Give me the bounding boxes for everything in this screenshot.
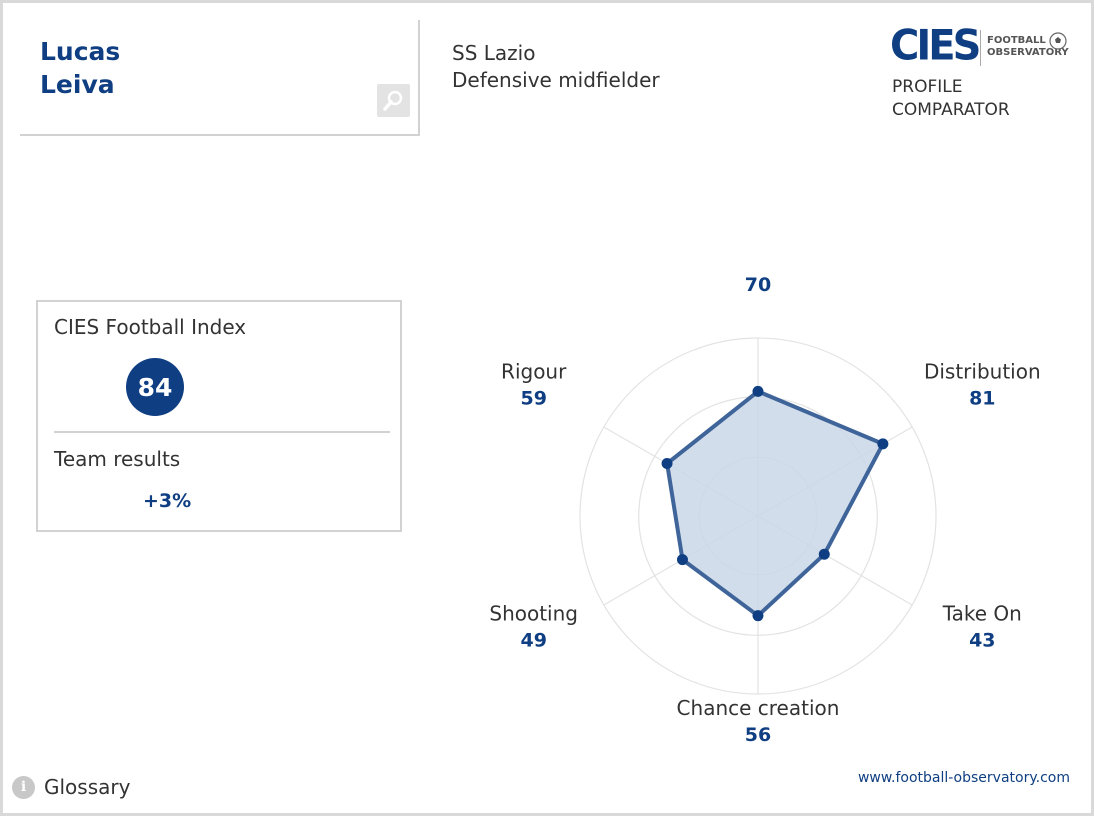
radar-point-1 — [752, 385, 764, 397]
player-name: Lucas Leiva — [40, 35, 120, 101]
radar-axis-value-5: 49 — [520, 630, 546, 652]
radar-axis-value-2: 81 — [969, 388, 995, 410]
football-icon — [1049, 32, 1067, 50]
radar-axis-label-2: Distribution — [924, 360, 1041, 384]
club-name: SS Lazio — [452, 41, 536, 65]
search-icon — [383, 90, 403, 111]
radar-point-4 — [752, 610, 764, 622]
radar-point-6 — [661, 457, 673, 469]
team-results-label: Team results — [54, 447, 181, 471]
radar-point-2 — [877, 438, 889, 450]
radar-point-5 — [676, 554, 688, 566]
product-title: PROFILE COMPARATOR — [892, 76, 1010, 122]
radar-chart: Recovery70Distribution81Take On43Chance … — [489, 274, 1041, 746]
player-search-box[interactable]: Lucas Leiva — [20, 20, 420, 136]
search-button[interactable] — [377, 84, 410, 117]
index-score-badge: 84 — [126, 358, 184, 416]
radar-axis-value-4: 56 — [745, 724, 771, 746]
radar-axis-value-3: 43 — [969, 630, 995, 652]
radar-axis-label-3: Take On — [942, 602, 1022, 626]
index-divider — [54, 431, 390, 433]
info-icon: i — [12, 775, 35, 799]
website-link[interactable]: www.football-observatory.com — [857, 770, 1070, 786]
logo-main-text: CIES — [890, 21, 981, 71]
radar-point-3 — [818, 548, 830, 560]
radar-area — [665, 389, 885, 618]
radar-axis-value-1: 70 — [745, 274, 771, 296]
product-title-line1: PROFILE — [892, 77, 963, 97]
team-results-value: +3% — [143, 490, 192, 512]
player-last-name: Leiva — [40, 70, 115, 99]
logo-sub-text: FOOTBALL OBSERVATORY — [987, 35, 1069, 59]
index-panel: CIES Football Index 84 Team results +3% — [36, 300, 402, 532]
radar-axis-label-5: Shooting — [489, 602, 578, 626]
radar-axis-label-6: Rigour — [501, 360, 567, 384]
player-first-name: Lucas — [40, 37, 121, 66]
radar-axis-value-6: 59 — [520, 388, 546, 410]
index-label: CIES Football Index — [54, 315, 247, 339]
glossary-link[interactable]: i Glossary — [12, 775, 130, 799]
club-info: SS Lazio Defensive midfielder — [452, 40, 660, 94]
glossary-label: Glossary — [44, 775, 131, 799]
logo-sub-line1: FOOTBALL — [987, 35, 1046, 46]
radar-axis-label-4: Chance creation — [677, 696, 840, 720]
logo-sub-line2: OBSERVATORY — [987, 47, 1069, 58]
product-title-line2: COMPARATOR — [892, 100, 1010, 120]
cies-logo: CIES FOOTBALL OBSERVATORY — [890, 22, 1075, 72]
player-position: Defensive midfielder — [452, 68, 660, 92]
logo-divider — [980, 30, 981, 66]
